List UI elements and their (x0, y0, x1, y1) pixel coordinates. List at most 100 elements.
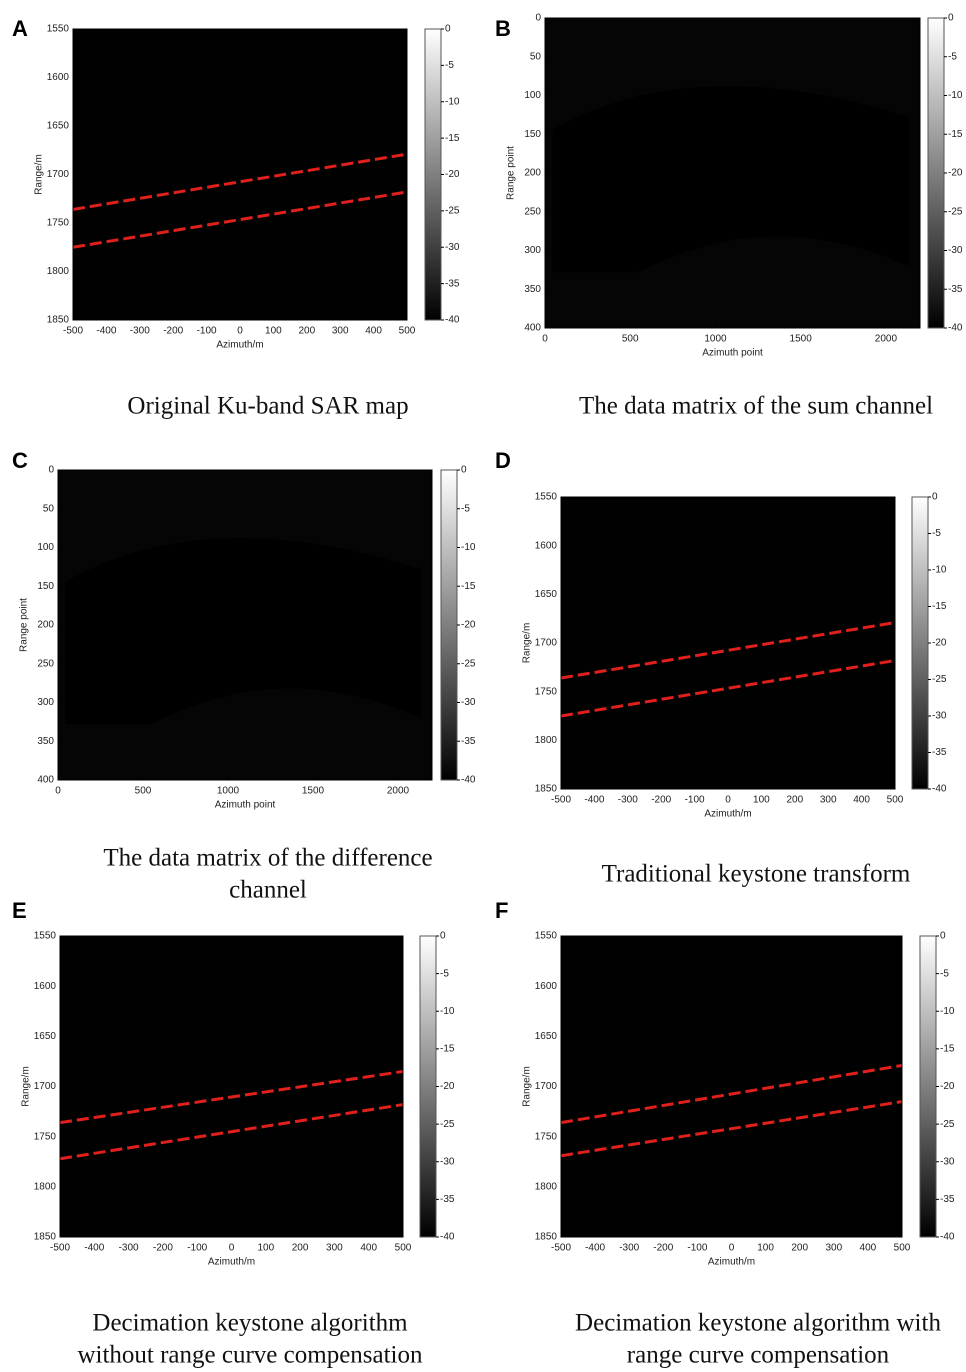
colorbar-tick-label: 0 (440, 931, 446, 942)
colorbar-tick-label: -15 (461, 581, 476, 592)
colorbar (440, 469, 458, 781)
x-tick-label: 400 (853, 795, 870, 806)
y-tick-label: 1650 (34, 1031, 57, 1042)
y-axis-label: Range point (506, 146, 517, 200)
y-axis-label: Range/m (522, 623, 533, 664)
x-tick-label: -300 (130, 326, 150, 337)
x-tick-label: 200 (786, 795, 803, 806)
y-tick-label: 400 (37, 775, 54, 786)
x-axis-label: Azimuth/m (708, 1257, 755, 1268)
colorbar-tick-label: -15 (445, 133, 460, 144)
y-tick-label: 1800 (34, 1181, 57, 1192)
colorbar (419, 935, 437, 1238)
colorbar-tick-label: -35 (445, 278, 460, 289)
colorbar-tick-label: -10 (948, 90, 963, 101)
y-tick-label: 1600 (535, 540, 558, 551)
x-tick-label: -400 (585, 1243, 605, 1254)
x-tick-label: -300 (619, 1243, 639, 1254)
colorbar-tick-label: -5 (932, 528, 941, 539)
x-tick-label: 2000 (875, 334, 898, 345)
y-tick-label: 1650 (47, 121, 70, 132)
x-tick-label: -200 (163, 326, 183, 337)
colorbar-tick-label: -15 (940, 1044, 955, 1055)
colorbar-tick-label: -10 (461, 542, 476, 553)
y-axis-label: Range/m (21, 1066, 32, 1107)
red-dashed-line (72, 152, 408, 211)
x-tick-label: -100 (687, 1243, 707, 1254)
colorbar-tick-label: -10 (440, 1006, 455, 1017)
x-tick-label: 500 (622, 334, 639, 345)
red-dashed-line (560, 621, 896, 680)
image-texture (73, 29, 407, 320)
colorbar-tick-label: -20 (445, 169, 460, 180)
colorbar-tick-label: -30 (932, 711, 947, 722)
y-tick-label: 150 (524, 129, 541, 140)
x-tick-label: -300 (618, 795, 638, 806)
caption: channel (229, 877, 307, 904)
y-tick-label: 1800 (47, 266, 70, 277)
x-tick-label: 0 (542, 334, 548, 345)
colorbar-tick-label: -35 (940, 1194, 955, 1205)
y-axis-label: Range/m (522, 1066, 533, 1107)
colorbar-tick-label: -30 (445, 242, 460, 253)
y-tick-label: 1850 (535, 1232, 558, 1243)
colorbar (911, 496, 929, 790)
colorbar-tick-label: -30 (440, 1156, 455, 1167)
x-tick-label: -100 (197, 326, 217, 337)
x-tick-label: -200 (651, 795, 671, 806)
panel: D-500 -400 -300 -200 -100 0 100 200 300 400 500155… (495, 448, 947, 888)
colorbar-tick-label: -40 (445, 315, 460, 326)
x-tick-label: 500 (887, 795, 904, 806)
y-tick-label: 1750 (535, 1131, 558, 1142)
red-dashed-line (59, 1103, 404, 1161)
y-tick-label: 350 (37, 736, 54, 747)
x-tick-label: 100 (257, 1243, 274, 1254)
colorbar-tick-label: -25 (440, 1119, 455, 1130)
colorbar-tick-label: -5 (948, 51, 957, 62)
x-tick-label: 200 (791, 1243, 808, 1254)
y-tick-label: 1650 (535, 1031, 558, 1042)
colorbar-tick-label: 0 (445, 24, 451, 35)
colorbar-tick-label: -35 (948, 284, 963, 295)
y-tick-label: 1700 (535, 638, 558, 649)
caption: range curve compensation (627, 1342, 890, 1369)
colorbar-tick-label: -30 (948, 245, 963, 256)
x-tick-label: -500 (551, 1243, 571, 1254)
colorbar-tick-label: -35 (932, 747, 947, 758)
y-tick-label: 1700 (34, 1081, 57, 1092)
colorbar-tick-label: -25 (948, 206, 963, 217)
x-tick-label: -100 (685, 795, 705, 806)
y-tick-label: 1750 (47, 218, 70, 229)
x-axis-label: Azimuth/m (208, 1257, 255, 1268)
x-tick-label: 300 (326, 1243, 343, 1254)
x-tick-label: 0 (729, 1243, 735, 1254)
colorbar-tick-label: -40 (940, 1232, 955, 1243)
panel-label: F (495, 898, 508, 923)
y-tick-label: 1800 (535, 1181, 558, 1192)
x-tick-label: -500 (63, 326, 83, 337)
colorbar-tick-label: -30 (461, 697, 476, 708)
y-tick-label: 200 (524, 168, 541, 179)
panel: A-500 -400 -300 -200 -100 0 100 200 300 400 500155… (12, 16, 460, 420)
red-dashed-line (59, 1069, 404, 1125)
colorbar-tick-label: -40 (948, 323, 963, 334)
colorbar-tick-label: -35 (461, 736, 476, 747)
panel-label: A (12, 16, 28, 41)
image-texture (561, 936, 902, 1237)
caption: without range curve compensation (77, 1342, 423, 1369)
colorbar-tick-label: -25 (932, 674, 947, 685)
colorbar-tick-label: -10 (445, 96, 460, 107)
panel-label: C (12, 448, 28, 473)
colorbar-tick-label: -5 (461, 503, 470, 514)
x-tick-label: -200 (653, 1243, 673, 1254)
y-tick-label: 400 (524, 323, 541, 334)
y-tick-label: 150 (37, 581, 54, 592)
y-tick-label: 0 (535, 13, 541, 24)
caption: The data matrix of the sum channel (579, 393, 933, 420)
y-tick-label: 1650 (535, 589, 558, 600)
panel: C 0 500 1000 1500 2000 0 50 100 150 200 250 300 350 40… (12, 448, 476, 904)
x-tick-label: 200 (298, 326, 315, 337)
x-tick-label: 300 (820, 795, 837, 806)
y-tick-label: 100 (524, 90, 541, 101)
